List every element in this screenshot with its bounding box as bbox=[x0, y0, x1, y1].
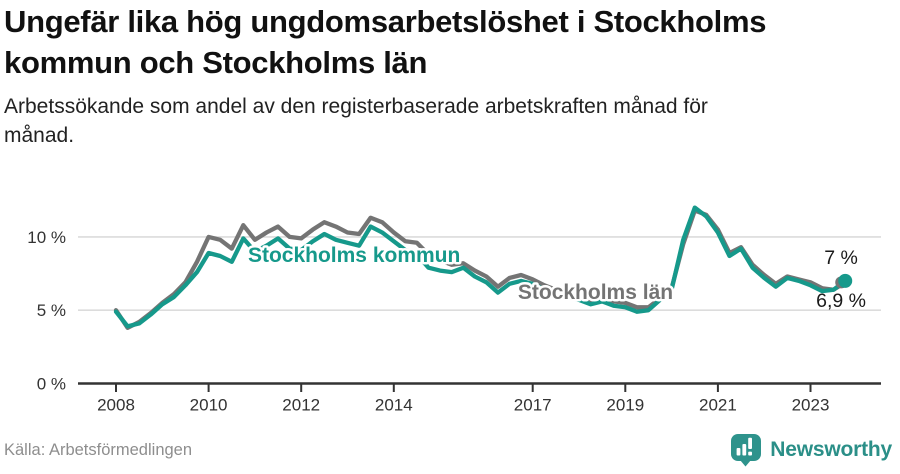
y-axis-label-5: 5 % bbox=[37, 301, 66, 320]
footer: Källa: Arbetsförmedlingen Newsworthy bbox=[4, 430, 892, 470]
chart-title-line1: Ungefär lika hög ungdomsarbetslöshet i S… bbox=[4, 4, 767, 39]
x-axis-label-2023: 2023 bbox=[792, 396, 830, 415]
chart-title-line2: kommun och Stockholms län bbox=[4, 44, 428, 80]
newsworthy-wordmark: Newsworthy bbox=[770, 438, 892, 461]
series-line-stockholms-kommun bbox=[113, 205, 848, 329]
y-axis-label-0: 0 % bbox=[37, 375, 66, 394]
source-note: Källa: Arbetsförmedlingen bbox=[4, 440, 193, 459]
end-dot-stockholms-kommun bbox=[838, 273, 853, 288]
series-label-stockholms-kommun: Stockholms kommun bbox=[248, 244, 460, 267]
series-label-stockholms-lan: Stockholms län bbox=[518, 281, 673, 304]
x-axis-label-2014: 2014 bbox=[375, 396, 413, 415]
x-axis-label-2019: 2019 bbox=[606, 396, 644, 415]
x-axis-label-2017: 2017 bbox=[514, 396, 552, 415]
newsworthy-logo[interactable]: Newsworthy bbox=[730, 433, 892, 467]
annotation-6-9: 6,9 % bbox=[816, 290, 866, 312]
chart-subtitle-line2: månad. bbox=[4, 124, 75, 148]
newsworthy-badge-icon bbox=[731, 434, 762, 467]
chart-subtitle: Arbetssökande som andel av den registerb… bbox=[4, 92, 864, 151]
y-axis-label-10: 10 % bbox=[27, 228, 66, 247]
x-axis-label-2012: 2012 bbox=[282, 396, 320, 415]
x-axis-label-2021: 2021 bbox=[699, 396, 737, 415]
line-chart: 0 % 5 % 10 % 2008 2010 2012 2014 2017 2019 2021 20… bbox=[0, 182, 900, 422]
chart-canvas: 0 % 5 % 10 % 2008 2010 2012 2014 2017 2019 2021 20… bbox=[27, 205, 881, 415]
x-axis-label-2008: 2008 bbox=[97, 396, 135, 415]
annotation-7: 7 % bbox=[824, 247, 858, 269]
x-axis-label-2010: 2010 bbox=[190, 396, 228, 415]
chart-title: Ungefär lika hög ungdomsarbetslöshet i S… bbox=[4, 2, 884, 84]
chart-subtitle-line1: Arbetssökande som andel av den registerb… bbox=[4, 95, 708, 118]
